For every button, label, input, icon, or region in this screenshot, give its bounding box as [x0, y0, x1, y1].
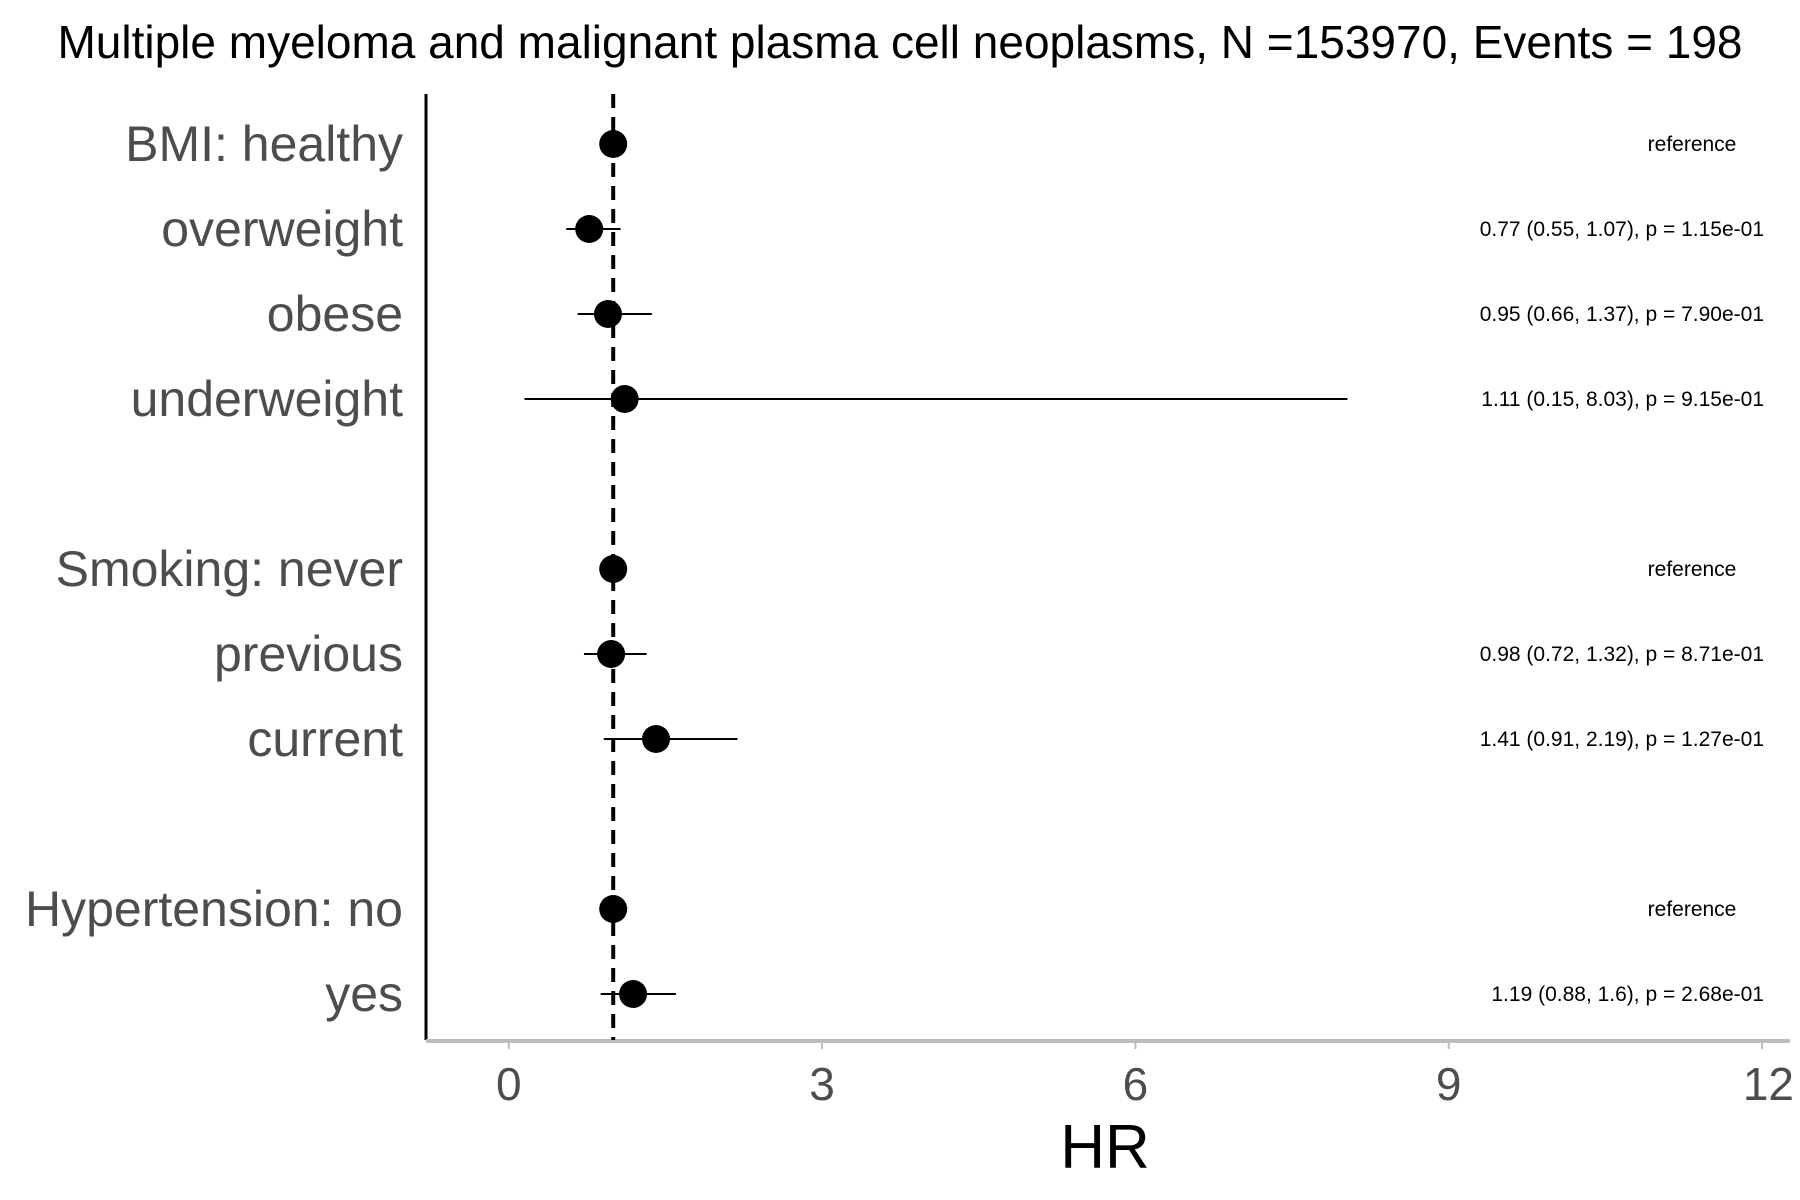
forest-row: overweight 0.77 (0.55, 1.07), p = 1.15e-0… [161, 201, 1764, 257]
x-axis-title: HR [1060, 1113, 1150, 1182]
hr-point [593, 300, 622, 328]
row-label: underweight [131, 371, 404, 427]
hr-point [642, 725, 671, 753]
row-label: previous [214, 626, 403, 682]
hr-annotation: reference [1648, 898, 1737, 921]
hr-point [610, 385, 639, 413]
forest-row: Hypertension: no reference [25, 881, 1736, 937]
forest-row: obese 0.95 (0.66, 1.37), p = 7.90e-01 [267, 286, 1764, 342]
hr-annotation: 0.77 (0.55, 1.07), p = 1.15e-01 [1480, 218, 1764, 241]
hr-annotation: 1.41 (0.91, 2.19), p = 1.27e-01 [1480, 728, 1764, 751]
hr-point [575, 215, 604, 243]
forest-row: Smoking: never reference [56, 541, 1737, 597]
forest-row: BMI: healthy reference [125, 116, 1736, 172]
row-label: Hypertension: no [25, 881, 403, 937]
x-tick-label: 0 [496, 1058, 522, 1110]
chart-title: Multiple myeloma and malignant plasma ce… [57, 16, 1742, 68]
row-label: yes [325, 966, 403, 1022]
hr-annotation: 1.19 (0.88, 1.6), p = 2.68e-01 [1491, 983, 1764, 1006]
hr-point [599, 130, 628, 158]
hr-annotation: 0.95 (0.66, 1.37), p = 7.90e-01 [1480, 303, 1764, 326]
row-label: obese [267, 286, 403, 342]
x-tick-label: 3 [809, 1058, 835, 1110]
hr-annotation: reference [1648, 558, 1737, 581]
row-label: current [247, 711, 403, 767]
x-tick-label: 12 [1743, 1058, 1794, 1110]
row-label: overweight [161, 201, 403, 257]
forest-row: previous 0.98 (0.72, 1.32), p = 8.71e-01 [214, 626, 1764, 682]
x-tick-label: 9 [1436, 1058, 1462, 1110]
hr-annotation: 0.98 (0.72, 1.32), p = 8.71e-01 [1480, 643, 1764, 666]
row-label: BMI: healthy [125, 116, 403, 172]
forest-row: underweight 1.11 (0.15, 8.03), p = 9.15e-… [131, 371, 1764, 427]
hr-annotation: reference [1648, 133, 1737, 156]
hr-point [599, 555, 628, 583]
hr-point [619, 980, 648, 1008]
forest-row: yes 1.19 (0.88, 1.6), p = 2.68e-01 [325, 966, 1764, 1022]
row-label: Smoking: never [56, 541, 403, 597]
hr-point [597, 640, 626, 668]
x-tick-label: 6 [1123, 1058, 1149, 1110]
forest-row: current 1.41 (0.91, 2.19), p = 1.27e-01 [247, 711, 1764, 767]
hr-point [599, 895, 628, 923]
hr-annotation: 1.11 (0.15, 8.03), p = 9.15e-01 [1481, 388, 1764, 411]
